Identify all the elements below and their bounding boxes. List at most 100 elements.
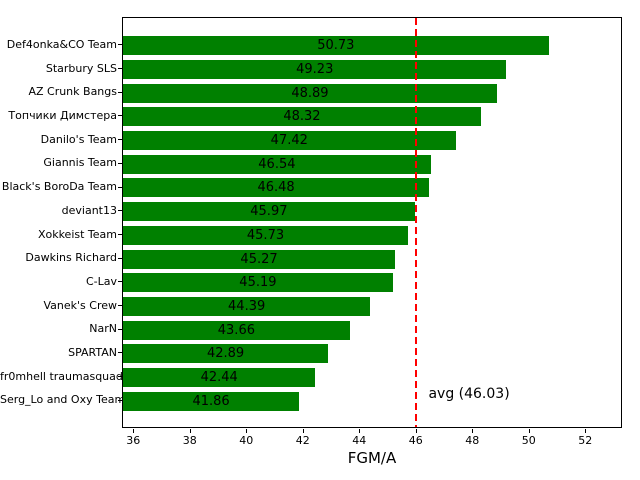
- bar: 45.73: [123, 225, 408, 245]
- bar-row: 45.73: [123, 224, 621, 248]
- x-axis-label: FGM/A: [347, 449, 397, 467]
- bar-value-label: 45.97: [250, 204, 288, 220]
- bar: 47.42: [123, 131, 456, 151]
- bar-row: 44.39: [123, 295, 621, 319]
- x-tick-mark: [585, 429, 587, 433]
- avg-annotation: avg (46.03): [428, 386, 510, 402]
- bar: 44.39: [123, 296, 371, 316]
- bar: 46.48: [123, 178, 430, 198]
- bar-row: 45.27: [123, 247, 621, 271]
- bar: 45.97: [123, 202, 415, 222]
- bar-row: 45.97: [123, 200, 621, 224]
- bar-value-label: 41.86: [192, 393, 230, 409]
- x-tick-label: 46: [408, 434, 423, 447]
- bar-value-label: 47.42: [270, 133, 308, 149]
- bar-value-label: 44.39: [228, 298, 266, 314]
- y-axis-category-labels: Def4onka&CO Team Starbury SLS AZ Crunk Ban…: [0, 33, 126, 412]
- y-tick-mark: [118, 399, 122, 401]
- y-tick-mark: [118, 91, 122, 93]
- bar: 42.89: [123, 344, 329, 364]
- bar-row: 47.42: [123, 129, 621, 153]
- x-tick-label: 42: [295, 434, 310, 447]
- bar-value-label: 43.66: [217, 322, 255, 338]
- y-tick-mark: [118, 139, 122, 141]
- x-tick-mark: [189, 429, 191, 433]
- bar-row: 50.73: [123, 34, 621, 58]
- y-tick-mark: [118, 352, 122, 354]
- bar-value-label: 45.73: [246, 227, 285, 243]
- bar-value-label: 46.48: [257, 180, 295, 196]
- y-axis-category-label: Giannis Team: [43, 156, 117, 170]
- bar: 43.66: [123, 320, 350, 340]
- bar: 45.27: [123, 249, 396, 269]
- bar: 45.19: [123, 273, 393, 293]
- x-tick-label: 52: [578, 434, 593, 447]
- y-axis-category-label: SPARTAN: [68, 345, 117, 359]
- y-axis-category-label: Vanek's Crew: [43, 298, 118, 312]
- bar: 48.89: [123, 83, 497, 103]
- y-tick-mark: [118, 44, 122, 46]
- x-tick-label: 50: [521, 434, 536, 447]
- bar-value-label: 46.54: [258, 156, 296, 172]
- y-axis-category-label: AZ Crunk Bangs: [28, 85, 117, 99]
- avg-reference-line: [415, 18, 418, 427]
- y-axis-category-label: Xokkeist Team: [37, 227, 117, 241]
- bar-value-label: 50.73: [317, 38, 355, 54]
- y-axis-category-label: Serg_Lo and Oxy Team: [0, 393, 126, 407]
- y-tick-mark: [118, 281, 122, 283]
- bar-row: 48.89: [123, 81, 621, 105]
- x-axis-ticks: [122, 429, 622, 433]
- x-tick-label: 48: [465, 434, 480, 447]
- y-axis-category-label: Dawkins Richard: [25, 251, 117, 265]
- y-axis-category-label: Топчики Димстера: [8, 109, 117, 123]
- y-axis-category-label: fr0mhell traumasquad: [0, 369, 123, 383]
- bar: 41.86: [123, 391, 300, 411]
- y-axis-category-label: Def4onka&CO Team: [6, 38, 117, 51]
- bar-value-label: 45.27: [240, 251, 278, 267]
- bar: 48.32: [123, 107, 481, 127]
- y-axis-category-label: Danilo's Team: [40, 132, 117, 146]
- x-tick-mark: [415, 429, 417, 433]
- x-tick-label: 40: [239, 434, 254, 447]
- x-tick-label: 36: [126, 434, 141, 447]
- y-tick-mark: [118, 233, 122, 235]
- y-axis-category-label: C-Lav: [85, 274, 117, 288]
- y-tick-mark: [118, 186, 122, 188]
- x-tick-mark: [472, 429, 474, 433]
- bar: 49.23: [123, 60, 507, 80]
- bars-container: 50.73 49.23 48.89 48.32 47.42 46.54 46.48 45.97…: [123, 34, 621, 413]
- bar-value-label: 48.89: [291, 85, 329, 101]
- bar-value-label: 49.23: [296, 62, 334, 78]
- bar-row: 41.86: [123, 389, 621, 413]
- bar-value-label: 42.89: [206, 346, 245, 362]
- y-tick-mark: [118, 376, 122, 378]
- y-tick-mark: [118, 305, 122, 307]
- bar-value-label: 48.32: [283, 109, 321, 125]
- x-tick-label: 44: [352, 434, 367, 447]
- y-axis-category-label: NarN: [89, 322, 117, 336]
- bar: 50.73: [123, 36, 549, 56]
- bar-value-label: 42.44: [200, 369, 238, 385]
- x-tick-mark: [302, 429, 304, 433]
- bar-row: 42.44: [123, 366, 621, 390]
- bar-row: 48.32: [123, 105, 621, 129]
- y-axis-ticks: [118, 17, 122, 428]
- y-tick-mark: [118, 68, 122, 70]
- x-tick-mark: [246, 429, 248, 433]
- y-axis-category-label: Black's BoroDa Team: [1, 180, 117, 194]
- y-tick-mark: [118, 257, 122, 259]
- x-tick-label: 38: [182, 434, 197, 447]
- y-axis-category-label: deviant13: [61, 203, 117, 217]
- x-axis-tick-labels: 36 38 40 42 44 46 48 50 52: [122, 434, 622, 448]
- plot-area: 50.73 49.23 48.89 48.32 47.42 46.54 46.48 45.97…: [122, 17, 622, 428]
- bar: 42.44: [123, 367, 316, 387]
- x-tick-mark: [528, 429, 530, 433]
- y-tick-mark: [118, 328, 122, 330]
- x-tick-mark: [359, 429, 361, 433]
- y-tick-mark: [118, 115, 122, 117]
- bar: 46.54: [123, 154, 431, 174]
- y-axis-category-label: Starbury SLS: [45, 61, 117, 75]
- bar-row: 49.23: [123, 58, 621, 82]
- bar-row: 45.19: [123, 271, 621, 295]
